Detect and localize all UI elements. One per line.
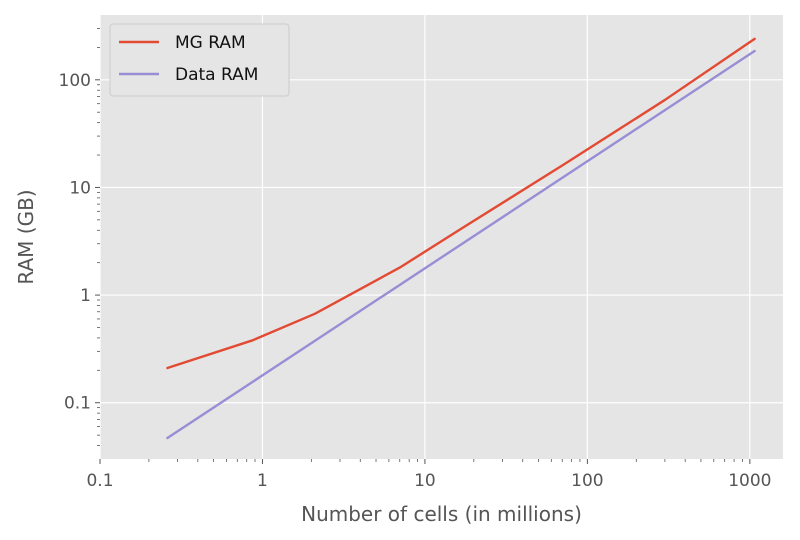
y-axis-label: RAM (GB): [14, 189, 38, 284]
y-tick-label: 1: [80, 286, 91, 306]
x-tick-label: 1: [257, 471, 268, 491]
legend-label-mg-ram: MG RAM: [175, 33, 246, 53]
x-axis-label: Number of cells (in millions): [301, 502, 582, 526]
series-line-mg-ram: [166, 37, 756, 370]
x-tick-label: 0.1: [86, 471, 113, 491]
y-tick-labels: 0.1 1 10 100: [59, 71, 91, 414]
y-tick-label: 100: [59, 71, 91, 91]
legend: MG RAM Data RAM: [109, 23, 290, 97]
series-line-data-ram: [166, 49, 756, 440]
x-tick-label: 1000: [728, 471, 771, 491]
y-tick-label: 10: [69, 178, 91, 198]
x-tick-labels: 0.1 1 10 100 1000: [86, 471, 771, 491]
x-tick-label: 10: [414, 471, 436, 491]
legend-label-data-ram: Data RAM: [175, 65, 258, 85]
minor-ticks: [95, 28, 751, 464]
x-tick-label: 100: [571, 471, 603, 491]
series-layer: [166, 37, 756, 440]
y-tick-label: 0.1: [64, 394, 91, 414]
